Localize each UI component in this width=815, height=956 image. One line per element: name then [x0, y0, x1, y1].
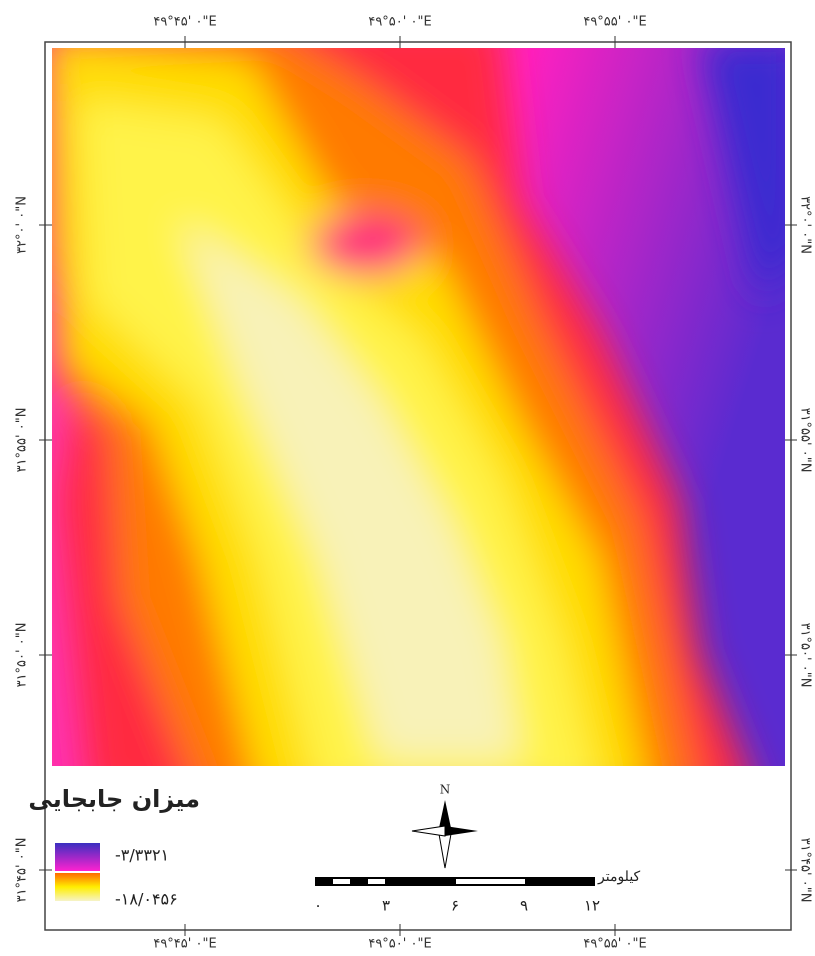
north-label: N: [440, 783, 451, 797]
left-coord-label: ۳۱°۵۵' ۰"N: [15, 408, 30, 473]
left-coord-label: ۳۱°۴۵' ۰"N: [15, 838, 30, 903]
scale-tick-label: ۶: [451, 897, 459, 915]
right-coord-label: ۳۱°۵۵' ۰"N: [798, 408, 813, 473]
left-coord-label: ۳۱°۵۰' ۰"N: [15, 623, 30, 688]
bottom-coord-label: ۴۹°۴۵' ۰"E: [153, 937, 216, 952]
scale-tick-label: ۱۲: [584, 897, 600, 915]
left-coord-label: ۳۲°۰' ۰"N: [15, 196, 30, 254]
scale-segment: [333, 879, 350, 884]
north-arrow: [411, 800, 478, 869]
raster: [52, 48, 785, 766]
top-coord-label: ۴۹°۴۵' ۰"E: [153, 15, 216, 30]
legend-low-swatch: [55, 873, 100, 901]
scale-tick-label: ۹: [520, 897, 528, 915]
bottom-coord-label: ۴۹°۵۵' ۰"E: [583, 937, 646, 952]
legend-panel: [52, 766, 785, 926]
legend-high-swatch: [55, 843, 100, 871]
legend-min: -۱۸/۰۴۵۶: [115, 890, 178, 909]
legend-max: -۳/۳۳۲۱: [115, 846, 169, 865]
legend-title: میزان جابجایی: [28, 785, 200, 813]
scale-unit: کیلومتر: [597, 869, 641, 885]
right-coord-label: ۳۲°۰' ۰"N: [798, 196, 813, 254]
bottom-coord-label: ۴۹°۵۰' ۰"E: [368, 937, 431, 952]
right-coord-label: ۳۱°۴۵' ۰"N: [798, 838, 813, 903]
frame: [44, 41, 792, 931]
top-coord-label: ۴۹°۵۵' ۰"E: [583, 15, 646, 30]
right-coord-label: ۳۱°۵۰' ۰"N: [798, 623, 813, 688]
scale-outline: [315, 877, 595, 886]
scale-segment: [368, 879, 385, 884]
scale-tick-label: ۰: [314, 897, 322, 915]
top-coord-label: ۴۹°۵۰' ۰"E: [368, 15, 431, 30]
scale-bar: ۰ ۳ ۶ ۹ ۱۲ کیلومتر: [314, 869, 641, 915]
scale-tick-label: ۳: [382, 897, 390, 915]
scale-segment: [456, 879, 525, 884]
